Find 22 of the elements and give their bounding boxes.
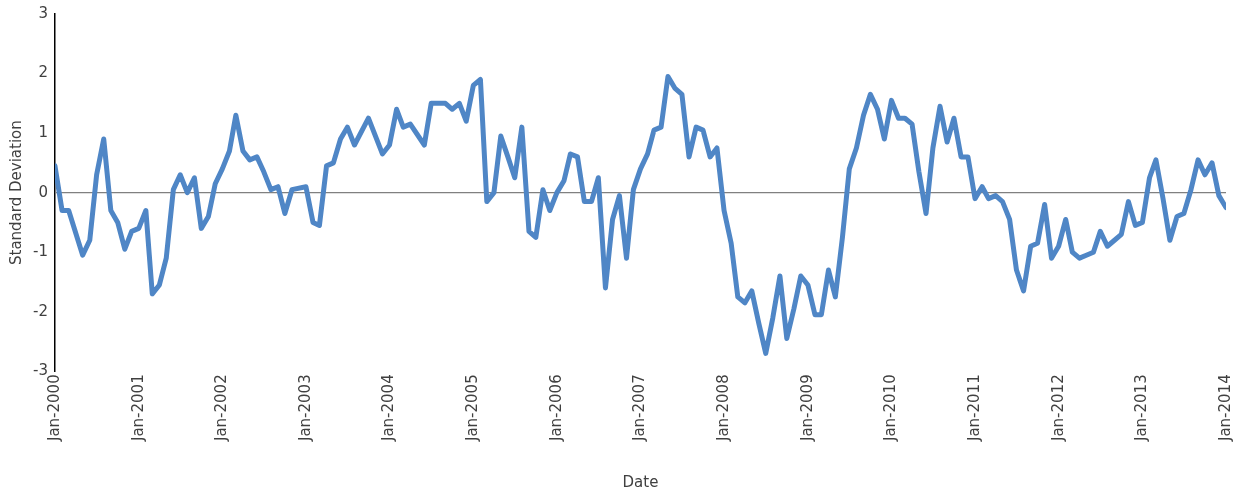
- y-tick-label: 1: [38, 122, 48, 141]
- y-tick-label: -2: [32, 301, 48, 320]
- x-tick-label: Jan-2002: [212, 374, 231, 443]
- x-axis-title: Date: [622, 472, 659, 491]
- x-tick-label: Jan-2005: [463, 374, 482, 443]
- x-tick-label: Jan-2003: [295, 374, 314, 443]
- y-axis-title: Standard Deviation: [6, 120, 25, 266]
- x-tick-label: Jan-2009: [797, 374, 816, 443]
- x-tick-label: Jan-2012: [1048, 374, 1067, 443]
- x-tick-label: Jan-2004: [379, 374, 398, 443]
- x-tick-label: Jan-2013: [1132, 374, 1151, 443]
- x-tick-label: Jan-2001: [128, 374, 147, 443]
- y-tick-label: -1: [32, 242, 48, 261]
- y-tick-label: 3: [38, 3, 48, 22]
- x-tick-label: Jan-2007: [630, 374, 649, 443]
- x-tick-label: Jan-2011: [964, 374, 983, 443]
- x-tick-label: Jan-2008: [713, 374, 732, 443]
- x-tick-label: Jan-2010: [881, 374, 900, 443]
- x-tick-label: Jan-2006: [546, 374, 565, 443]
- y-tick-label: 0: [38, 182, 48, 201]
- x-tick-label: Jan-2014: [1215, 374, 1234, 443]
- y-tick-label: 2: [38, 63, 48, 82]
